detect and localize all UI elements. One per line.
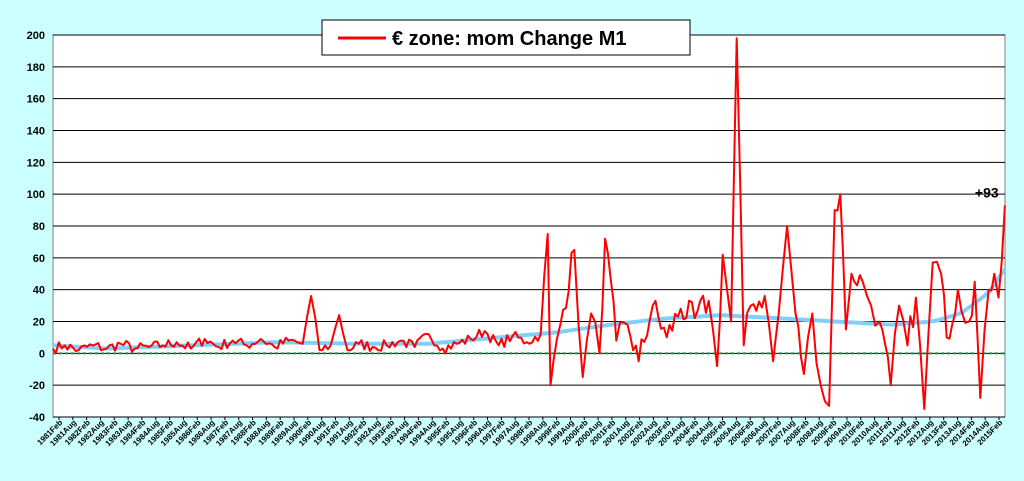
y-tick-label: 180: [27, 62, 45, 74]
series-line-m1: [52, 37, 1006, 410]
y-tick-label: 60: [33, 253, 45, 265]
y-tick-label: 0: [39, 348, 45, 360]
chart-title: € zone: mom Change M1: [392, 28, 626, 50]
last-value-annotation: +93: [975, 184, 999, 200]
series-lines: [52, 37, 1007, 410]
y-tick-label: 140: [27, 126, 45, 138]
grid-lines: [53, 34, 1005, 418]
x-axis: 1981Feb1981Aug1982Feb1982Aug1983Feb1983A…: [35, 417, 1004, 448]
y-tick-label: 100: [27, 189, 45, 201]
y-axis: -40 -20 0 20 40 60 80 100 120 140 160 180 200: [27, 30, 45, 424]
y-tick-label: 40: [33, 285, 45, 297]
y-tick-label: 20: [33, 317, 45, 329]
y-tick-label: 160: [27, 94, 45, 106]
y-tick-label: -40: [29, 412, 45, 424]
y-tick-label: -20: [29, 380, 45, 392]
y-tick-label: 200: [27, 30, 45, 42]
legend: € zone: mom Change M1: [321, 19, 691, 56]
y-tick-label: 80: [33, 221, 45, 233]
y-tick-label: 120: [27, 157, 45, 169]
